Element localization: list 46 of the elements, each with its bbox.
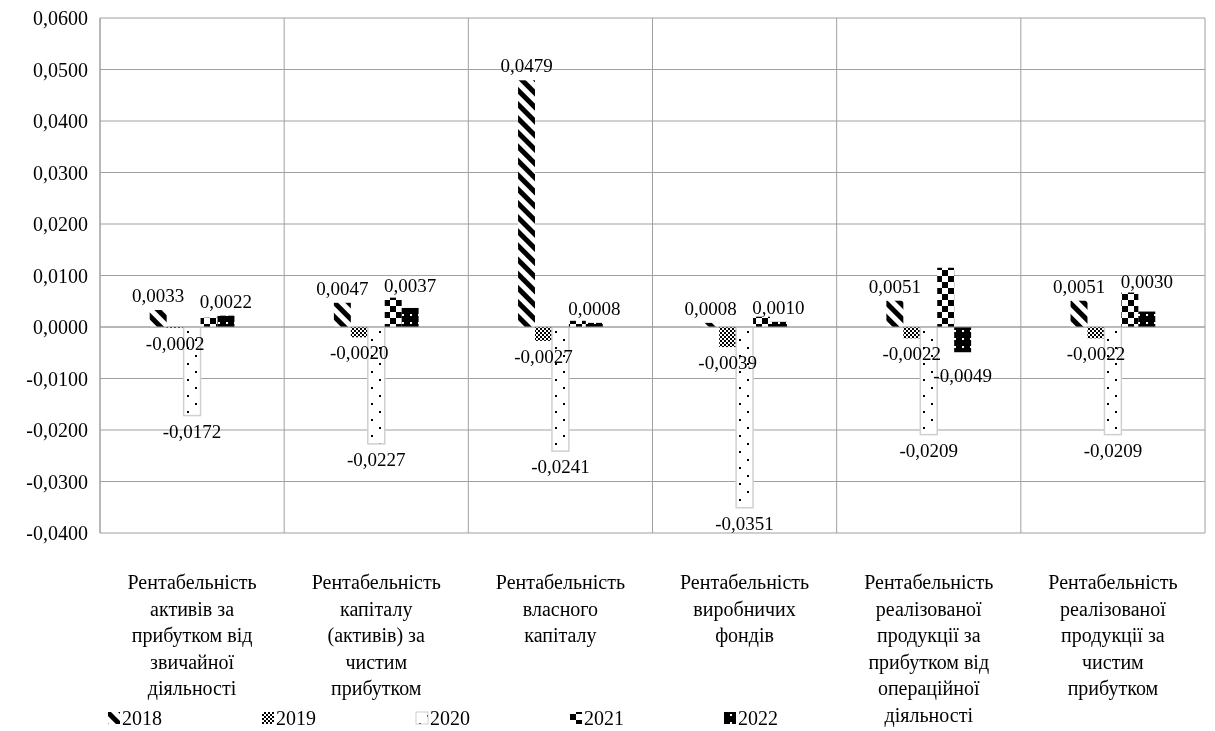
- legend-label: 2020: [430, 707, 470, 729]
- x-tick-label: Рентабельність виробничих фондів: [679, 571, 810, 647]
- y-tick-label: -0,0300: [26, 470, 88, 493]
- data-label: -0,0351: [715, 512, 774, 534]
- x-tick-label: Рентабельність реалізованої продукції за прибутком від операційної діяльності: [864, 571, 994, 727]
- data-label: -0,0172: [162, 420, 222, 442]
- data-label: 0,0010: [752, 296, 805, 318]
- legend-label: 2022: [738, 707, 778, 729]
- x-tick-label: Рентабельність капіталу (активів) за чистим прибутком: [311, 571, 441, 700]
- legend-label: 2018: [122, 707, 162, 729]
- data-label: 0,0008: [684, 297, 737, 319]
- data-label: -0,0002: [145, 333, 205, 355]
- y-tick-label: -0,0200: [26, 419, 88, 441]
- data-label: 0,0033: [132, 285, 185, 307]
- x-tick-label: Рентабельність активів за прибутком від звичайної діяльності: [127, 571, 257, 700]
- y-tick-label: 0,0100: [33, 264, 88, 287]
- y-tick-label: 0,0600: [33, 7, 88, 29]
- y-tick-label: 0,0400: [33, 110, 88, 132]
- data-label: -0,0209: [899, 439, 959, 461]
- data-label: -0,0049: [933, 365, 992, 387]
- y-tick-label: -0,0400: [26, 522, 88, 544]
- y-tick-label: 0,0000: [33, 316, 88, 338]
- data-label: 0,0037: [384, 274, 437, 296]
- y-tick-label: -0,0100: [26, 367, 88, 390]
- x-tick-label: Рентабельність власного капіталу: [495, 571, 626, 647]
- data-label: -0,0209: [1083, 439, 1143, 461]
- y-tick-label: 0,0500: [33, 58, 88, 81]
- y-tick-label: 0,0200: [33, 213, 88, 235]
- data-label: -0,0022: [882, 343, 942, 365]
- legend-label: 2021: [584, 707, 624, 729]
- data-label: 0,0479: [500, 55, 553, 77]
- data-label: -0,0241: [531, 456, 590, 478]
- data-label: 0,0051: [1052, 275, 1106, 297]
- data-label: -0,0039: [698, 352, 757, 374]
- data-label: -0,0227: [346, 448, 406, 470]
- data-label: -0,0027: [514, 345, 573, 367]
- legend-label: 2019: [276, 707, 316, 729]
- y-tick-label: 0,0300: [33, 161, 88, 184]
- data-label: 0,0022: [199, 290, 253, 312]
- x-tick-label: Рентабельність реалізованої продукції за чистим прибутком: [1048, 571, 1178, 700]
- data-label: 0,0030: [1120, 270, 1173, 292]
- data-label: 0,0047: [316, 277, 369, 299]
- data-label: -0,0020: [330, 342, 389, 364]
- data-label: 0,0008: [568, 297, 621, 319]
- data-label: -0,0022: [1066, 343, 1126, 365]
- data-label: 0,0051: [868, 275, 921, 297]
